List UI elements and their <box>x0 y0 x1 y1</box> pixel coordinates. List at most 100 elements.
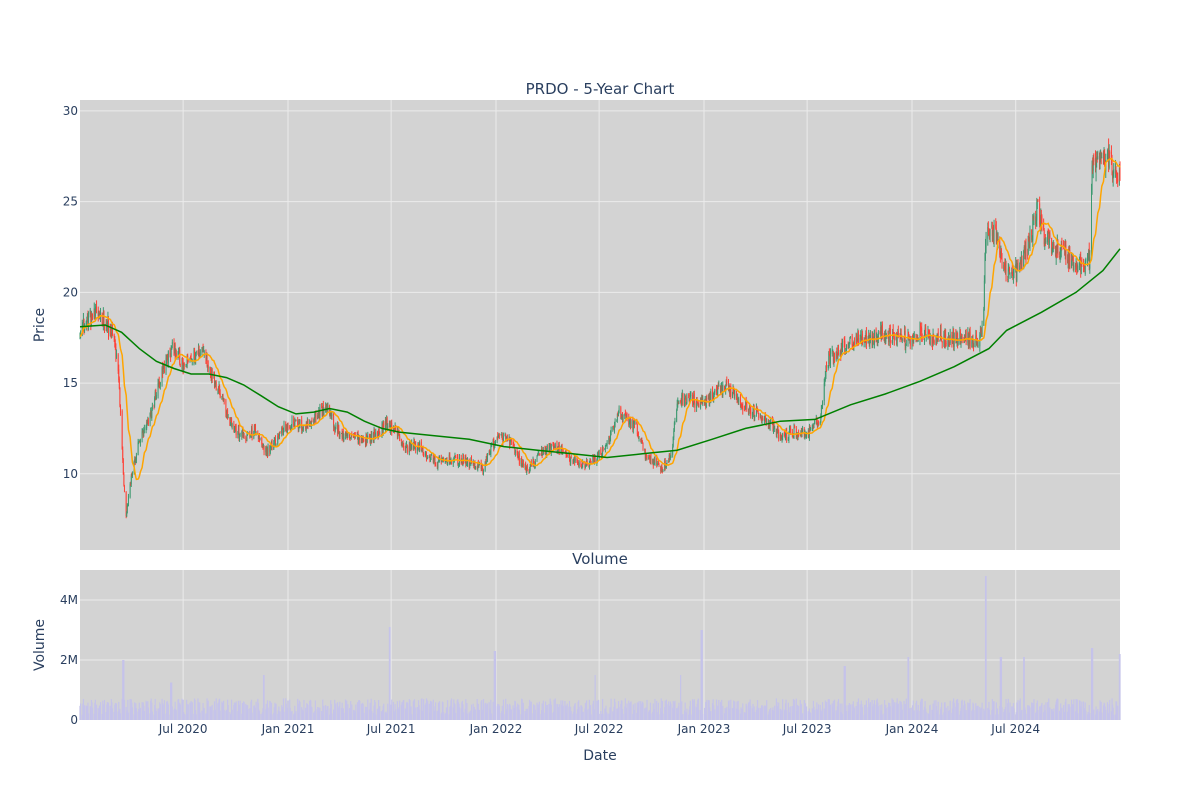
volume-bar <box>526 708 528 720</box>
candle-body <box>249 435 251 437</box>
candle-body <box>857 331 859 345</box>
candle-body <box>625 413 627 416</box>
candle-body <box>955 332 957 344</box>
volume-bar <box>294 705 296 720</box>
candle-body <box>431 454 433 456</box>
candle-body <box>143 428 145 430</box>
volume-bar <box>913 710 915 720</box>
volume-bar <box>706 699 708 720</box>
candle-body <box>856 339 858 341</box>
candle-body <box>1116 171 1118 179</box>
volume-bar <box>297 703 299 720</box>
candle-body <box>816 422 818 426</box>
candle-body <box>126 512 128 516</box>
candle-body <box>550 444 552 452</box>
volume-bar <box>207 700 209 720</box>
candle-body <box>965 330 967 343</box>
volume-bar <box>702 714 704 720</box>
candle-body <box>1023 251 1025 267</box>
volume-bar <box>538 701 540 720</box>
volume-bar <box>845 711 848 720</box>
candle-body <box>1020 257 1022 269</box>
candle-body <box>361 436 363 441</box>
candle-body <box>610 430 611 440</box>
candle-body <box>1008 270 1010 272</box>
volume-bar <box>869 702 871 720</box>
volume-bar <box>832 700 834 720</box>
volume-bar <box>809 712 812 720</box>
candle-body <box>161 368 163 384</box>
volume-bar <box>965 710 967 720</box>
candle-body <box>1048 235 1050 245</box>
candle-body <box>601 455 603 457</box>
candle-body <box>263 446 265 453</box>
volume-bar <box>1081 701 1083 720</box>
candle-body <box>817 424 819 425</box>
candle-body <box>510 439 512 442</box>
candle-body <box>1073 265 1075 270</box>
candle-body <box>353 436 355 438</box>
candle-body <box>1041 216 1043 224</box>
candle-body <box>407 447 409 453</box>
candle-body <box>688 395 690 397</box>
candle-body <box>628 417 630 425</box>
candle-body <box>1012 272 1014 279</box>
candle-body <box>818 423 819 426</box>
volume-bar <box>1009 702 1011 720</box>
candle-body <box>526 465 528 472</box>
candle-body <box>1060 251 1062 254</box>
candle-body <box>235 425 237 436</box>
volume-bar <box>953 702 955 720</box>
candle-body <box>79 336 81 338</box>
candle-body <box>522 460 524 467</box>
candle-body <box>135 460 137 463</box>
candle-body <box>242 429 244 437</box>
volume-bar <box>103 699 106 720</box>
candle-body <box>797 434 798 438</box>
candle-body <box>689 398 691 401</box>
candle-body <box>120 404 121 413</box>
candle-body <box>538 453 540 455</box>
candle-body <box>713 393 715 399</box>
candle-body <box>581 467 583 469</box>
candle-body <box>175 353 177 357</box>
candle-body <box>297 425 299 429</box>
candle-body <box>696 401 698 409</box>
candle-body <box>880 326 882 339</box>
candle-body <box>93 308 95 318</box>
candle-body <box>622 416 624 420</box>
volume-bar <box>171 682 173 720</box>
candle-body <box>1088 248 1090 267</box>
candle-body <box>335 424 337 429</box>
candle-body <box>979 329 981 337</box>
candle-body <box>428 456 430 458</box>
volume-bar <box>91 707 94 720</box>
volume-bar <box>1000 657 1003 720</box>
candle-body <box>839 352 841 357</box>
volume-bar <box>666 704 668 720</box>
candle-body <box>293 425 295 427</box>
candle-body <box>130 484 132 486</box>
volume-bar <box>270 702 273 720</box>
volume-bar <box>690 714 692 720</box>
candle-body <box>566 454 568 457</box>
candle-body <box>810 428 812 431</box>
candle-body <box>853 342 855 348</box>
candle-body <box>330 412 332 417</box>
candle-body <box>437 461 439 469</box>
candle-body <box>222 395 224 401</box>
volume-bar <box>997 714 999 720</box>
volume-bar <box>351 704 353 720</box>
volume-bar <box>1097 709 1099 720</box>
candle-body <box>225 400 227 414</box>
candle-body <box>905 345 907 348</box>
candle-body <box>150 410 152 413</box>
candle-body <box>282 430 284 433</box>
candle-body <box>199 349 201 358</box>
candle-body <box>435 463 437 464</box>
candle-body <box>1044 241 1046 247</box>
volume-bar <box>877 706 879 720</box>
candle-body <box>561 447 562 448</box>
candle-body <box>345 432 347 437</box>
